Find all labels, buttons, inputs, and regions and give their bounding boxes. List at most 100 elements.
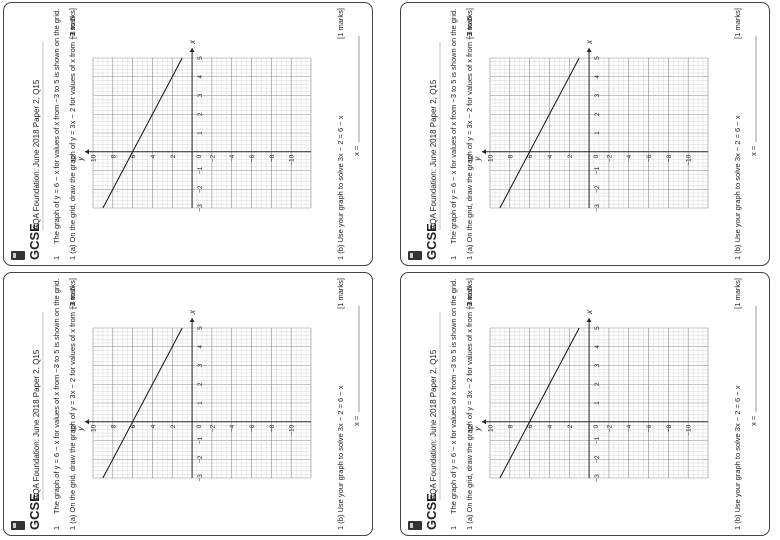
part-a-text: 1 (a) On the grid, draw the graph of y =… <box>68 287 77 530</box>
y-tick-label: 12 <box>71 424 78 432</box>
x-tick-label: −1 <box>594 166 601 174</box>
y-tick-label: −8 <box>269 424 276 432</box>
y-axis-arrow-icon <box>85 149 89 155</box>
x-tick-label: −2 <box>197 185 204 193</box>
calculator-screen <box>13 523 16 528</box>
graph-grid <box>489 57 709 209</box>
y-tick-label: 4 <box>547 154 554 158</box>
given-line-series <box>499 57 580 209</box>
y-tick-label: −4 <box>626 424 633 432</box>
y-axis-label: y <box>76 426 85 432</box>
x-axis-label: x <box>585 39 594 45</box>
y-tick-label: 2 <box>170 424 177 428</box>
part-a-text: 1 (a) On the grid, draw the graph of y =… <box>68 17 77 260</box>
y-tick-label: −6 <box>249 424 256 432</box>
y-axis-arrow-icon <box>482 149 486 155</box>
y-tick-label: −10 <box>686 154 693 165</box>
brand-title: GCSE <box>27 493 42 530</box>
y-tick-label: −4 <box>229 154 236 162</box>
y-tick-label: 12 <box>468 424 475 432</box>
origin-label: 0 <box>593 424 600 428</box>
y-tick-label: 4 <box>547 424 554 428</box>
y-tick-label: 10 <box>488 154 495 162</box>
x-tick-label: −3 <box>594 204 601 212</box>
x-tick-label: 5 <box>197 56 204 60</box>
y-tick-label: −2 <box>606 424 613 432</box>
y-tick-label: −8 <box>666 424 673 432</box>
y-tick-label: −4 <box>626 154 633 162</box>
y-tick-label: −4 <box>229 424 236 432</box>
x-axis-arrow-icon <box>586 318 592 322</box>
x-tick-label: 5 <box>197 326 204 330</box>
y-tick-label: 4 <box>150 424 157 428</box>
part-b-text: 1 (b) Use your graph to solve 3x − 2 = 6… <box>733 385 742 530</box>
given-line-series <box>499 327 580 479</box>
x-axis-arrow-icon <box>189 48 195 52</box>
origin-label: 0 <box>196 424 203 428</box>
x-tick-label: −1 <box>594 436 601 444</box>
marks-a: [3 marks] <box>68 278 77 309</box>
y-tick-label: 10 <box>488 424 495 432</box>
x-tick-label: 4 <box>197 345 204 349</box>
question-stem: The graph of y = 6 − x for values of x f… <box>449 9 458 244</box>
question-number: 1 <box>449 256 458 260</box>
x-tick-label: 1 <box>197 401 204 405</box>
x-tick-label: −1 <box>197 436 204 444</box>
x-axis-label: x <box>188 39 197 45</box>
card-border <box>400 272 770 536</box>
y-tick-label: 12 <box>468 154 475 162</box>
x-tick-label: 3 <box>594 93 601 97</box>
y-tick-label: −2 <box>606 154 613 162</box>
x-axis-arrow-icon <box>586 48 592 52</box>
y-tick-label: −10 <box>686 424 693 435</box>
y-tick-label: 2 <box>567 154 574 158</box>
y-tick-label: 8 <box>110 424 117 428</box>
brand-title: GCSE <box>424 223 439 260</box>
x-tick-label: 2 <box>594 112 601 116</box>
question-stem: The graph of y = 6 − x for values of x f… <box>449 279 458 514</box>
marks-a: [3 marks] <box>465 8 474 39</box>
x-tick-label: 5 <box>594 56 601 60</box>
answer-label: x = <box>749 145 758 156</box>
y-tick-label: 12 <box>71 154 78 162</box>
y-tick-label: −2 <box>209 424 216 432</box>
question-number: 1 <box>52 526 61 530</box>
question-stem: The graph of y = 6 − x for values of x f… <box>52 9 61 244</box>
y-tick-label: 2 <box>170 154 177 158</box>
y-axis-label: y <box>76 156 85 162</box>
answer-label: x = <box>352 415 361 426</box>
x-tick-label: −1 <box>197 166 204 174</box>
answer-label: x = <box>352 145 361 156</box>
y-tick-label: 2 <box>567 424 574 428</box>
marks-b: [1 marks] <box>336 8 345 39</box>
marks-b: [1 marks] <box>733 8 742 39</box>
x-tick-label: 3 <box>594 363 601 367</box>
y-tick-label: 10 <box>91 154 98 162</box>
origin-label: 0 <box>593 154 600 158</box>
y-tick-label: 6 <box>527 424 534 428</box>
x-tick-label: −3 <box>197 474 204 482</box>
x-axis-label: x <box>188 309 197 315</box>
source-title: AQA Foundation: June 2018 Paper 2, Q15 <box>429 349 438 500</box>
calculator-screen <box>410 253 413 258</box>
part-b-text: 1 (b) Use your graph to solve 3x − 2 = 6… <box>733 115 742 260</box>
y-tick-label: −2 <box>209 154 216 162</box>
source-title: AQA Foundation: June 2018 Paper 2, Q15 <box>32 349 41 500</box>
y-axis-label: y <box>473 156 482 162</box>
part-b-text: 1 (b) Use your graph to solve 3x − 2 = 6… <box>336 115 345 260</box>
answer-label: x = <box>749 415 758 426</box>
question-number: 1 <box>52 256 61 260</box>
x-tick-label: 3 <box>197 93 204 97</box>
x-tick-label: 2 <box>197 112 204 116</box>
x-tick-label: 4 <box>594 345 601 349</box>
brand-title: GCSE <box>424 493 439 530</box>
calculator-screen <box>13 253 16 258</box>
y-tick-label: −6 <box>249 154 256 162</box>
x-tick-label: −2 <box>594 185 601 193</box>
part-a-text: 1 (a) On the grid, draw the graph of y =… <box>465 17 474 260</box>
x-tick-label: 4 <box>197 75 204 79</box>
y-axis-arrow-icon <box>482 419 486 425</box>
y-tick-label: 6 <box>130 154 137 158</box>
